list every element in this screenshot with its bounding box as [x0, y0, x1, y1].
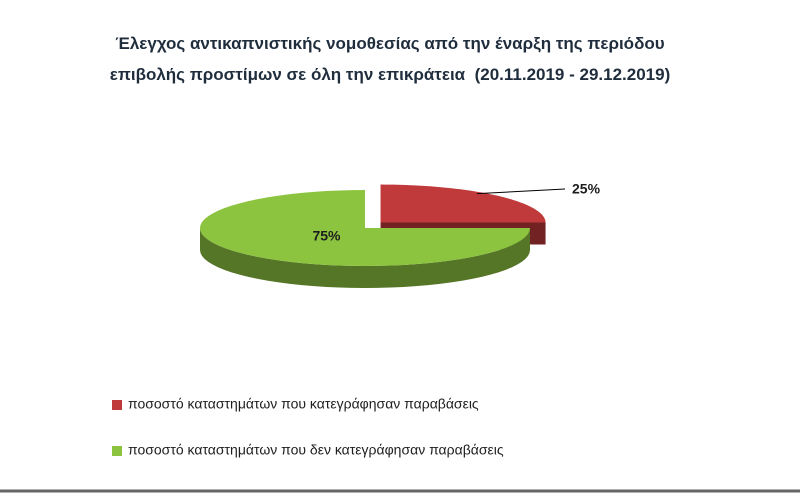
leader-line — [477, 188, 566, 195]
slice — [200, 190, 530, 266]
slice-side — [200, 228, 530, 288]
legend-label: ποσοστό καταστημάτων που κατεγράφησαν πα… — [128, 396, 479, 412]
value-label: 75% — [312, 228, 341, 244]
legend-label: ποσοστό καταστημάτων που δεν κατεγράφησα… — [128, 442, 504, 458]
legend-swatch — [112, 400, 122, 410]
legend-swatch — [112, 446, 122, 456]
value-label: 25% — [572, 181, 601, 197]
chart-title: Έλεγχος αντικαπνιστικής νομοθεσίας από τ… — [109, 34, 671, 84]
slice — [380, 184, 546, 223]
